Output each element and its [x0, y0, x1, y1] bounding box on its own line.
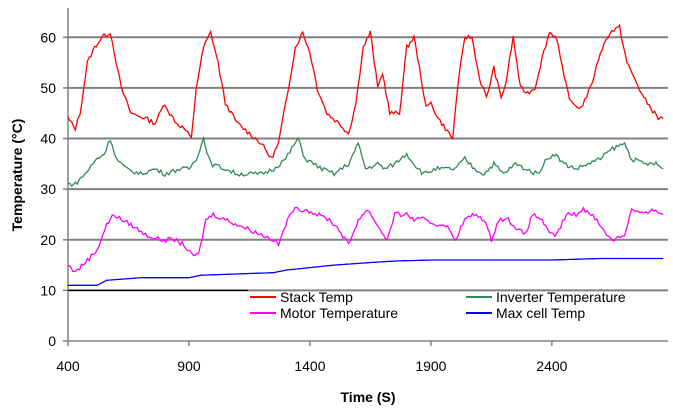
tick-labels: 0 10 20 30 40 50 60 400 900 1400 1900 2400	[40, 29, 567, 374]
legend-label: Motor Temperature	[280, 305, 398, 321]
series-line-motor-temperature	[67, 206, 664, 273]
x-axis-label: Time (S)	[341, 389, 396, 405]
legend-label: Max cell Temp	[496, 305, 585, 321]
legend: Stack Temp Inverter Temperature Motor Temp…	[250, 289, 626, 321]
series-line-inverter-temperature	[67, 135, 664, 188]
y-tick-label: 50	[40, 80, 56, 96]
y-tick-label: 0	[48, 333, 56, 349]
x-tick-label: 1900	[415, 358, 446, 374]
series-lines	[67, 23, 664, 291]
legend-label: Stack Temp	[280, 289, 353, 305]
series-line-max-cell-temp	[68, 257, 664, 286]
x-tick-label: 900	[177, 358, 201, 374]
y-tick-label: 30	[40, 181, 56, 197]
x-tick-label: 400	[56, 358, 80, 374]
series-line-stack-temp	[67, 23, 664, 158]
grid-lines	[68, 36, 668, 292]
y-tick-label: 20	[40, 232, 56, 248]
y-tick-label: 60	[40, 29, 56, 45]
x-tick-label: 1400	[294, 358, 325, 374]
legend-label: Inverter Temperature	[496, 289, 626, 305]
y-tick-label: 10	[40, 282, 56, 298]
x-tick-label: 2400	[536, 358, 567, 374]
y-axis-label: Temperature (°C)	[9, 119, 25, 232]
y-tick-label: 40	[40, 131, 56, 147]
